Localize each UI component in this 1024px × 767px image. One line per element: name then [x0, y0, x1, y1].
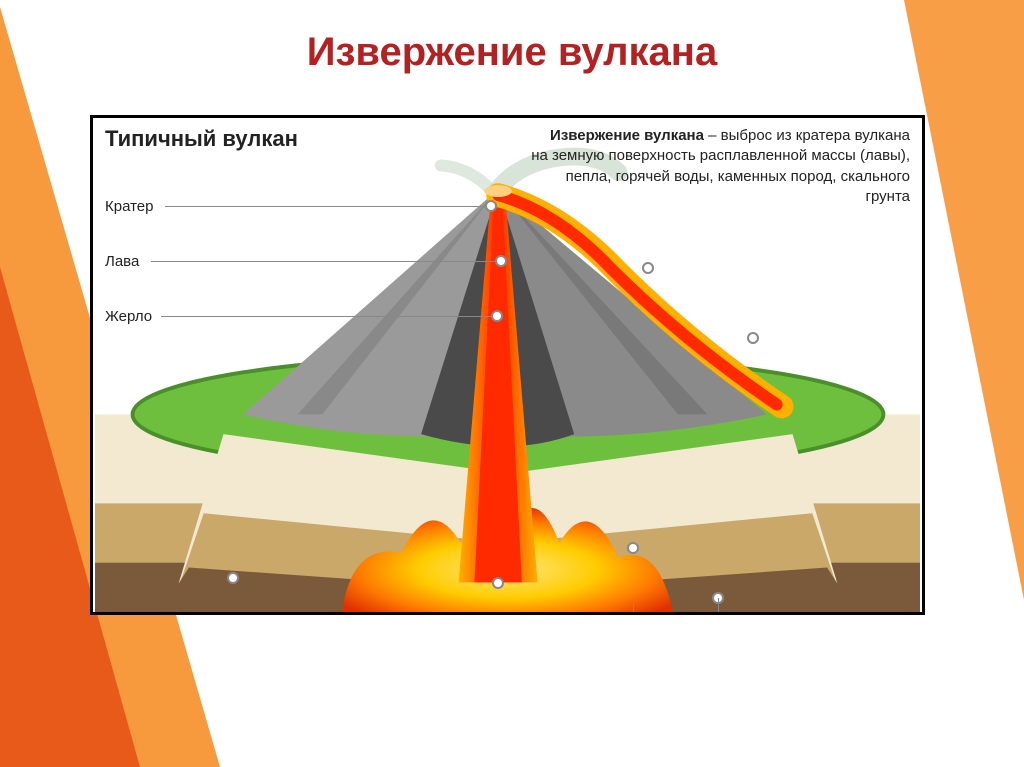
diagram-subtitle: Типичный вулкан — [105, 126, 298, 152]
definition-term: Извержение вулкана — [550, 127, 704, 144]
slide-title: Извержение вулкана — [0, 30, 1024, 75]
label-lava: Лава — [105, 253, 139, 270]
label-vent: Жерло — [105, 308, 152, 325]
diagram-definition: Извержение вулкана – выброс из кратера в… — [530, 126, 910, 207]
label-crater: Кратер — [105, 198, 153, 215]
crater-rim — [484, 185, 512, 197]
diagram-frame: Типичный вулкан Извержение вулкана – выб… — [90, 115, 925, 615]
marker-extra-3 — [227, 572, 239, 584]
leader-lava — [151, 261, 495, 262]
marker-crater — [485, 200, 497, 212]
marker-extra-5 — [627, 542, 639, 554]
marker-vent — [491, 310, 503, 322]
leader-crater — [165, 206, 485, 207]
marker-lava — [495, 255, 507, 267]
leader-vent — [161, 316, 491, 317]
marker-extra-1 — [642, 262, 654, 274]
marker-extra-2 — [747, 332, 759, 344]
marker-extra-4 — [492, 577, 504, 589]
